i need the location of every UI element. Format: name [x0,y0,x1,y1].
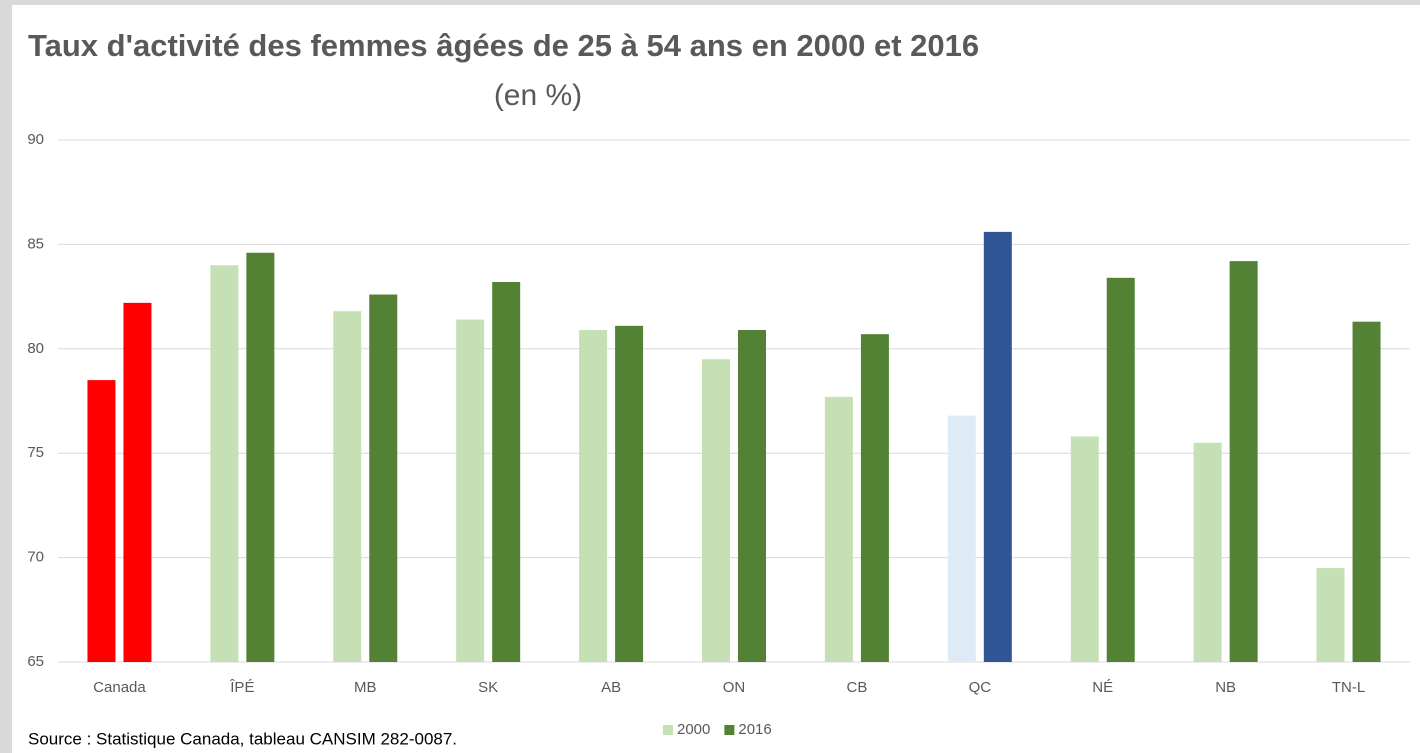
legend-swatch [663,725,673,735]
x-tick-label: Canada [93,679,146,696]
x-tick-label: NB [1215,679,1236,696]
bar [824,396,853,662]
bar [860,334,889,662]
y-tick-label: 85 [27,235,44,252]
bar [983,231,1012,662]
bar [1106,277,1135,662]
bar [738,330,766,662]
x-tick-label: TN-L [1332,679,1365,696]
legend-swatch [724,725,735,735]
bar [87,380,116,662]
legend-label: 2016 [738,721,771,738]
legend-label: 2000 [677,721,710,738]
bar [333,311,362,662]
bar [1070,436,1099,662]
bar [210,265,239,662]
x-tick-label: ÎPÉ [229,679,254,696]
chart-subtitle: (en %) [494,79,582,112]
bar [1193,442,1222,662]
bar [1316,568,1345,662]
x-tick-label: QC [969,679,992,696]
x-tick-label: MB [354,679,377,696]
y-tick-label: 90 [27,131,44,148]
chart-title: Taux d'activité des femmes âgées de 25 à… [28,28,979,63]
bar [1352,321,1381,662]
y-tick-label: 70 [27,549,44,566]
x-tick-label: AB [601,679,621,696]
bar [492,281,521,662]
bar [1229,261,1258,662]
bar [456,319,485,662]
y-tick-label: 80 [27,340,44,357]
y-tick-label: 65 [27,653,44,670]
bar [123,302,152,662]
bar [579,330,608,662]
bar [702,359,730,662]
bar [246,252,275,662]
x-tick-label: NÉ [1092,679,1113,696]
y-tick-label: 75 [27,444,44,461]
x-tick-label: ON [723,679,746,696]
x-tick-label: SK [478,679,498,696]
source: Source : Statistique Canada, tableau CAN… [28,729,457,748]
bar [369,294,398,662]
x-tick-label: CB [846,679,867,696]
bar [947,415,976,662]
bar [615,325,644,662]
